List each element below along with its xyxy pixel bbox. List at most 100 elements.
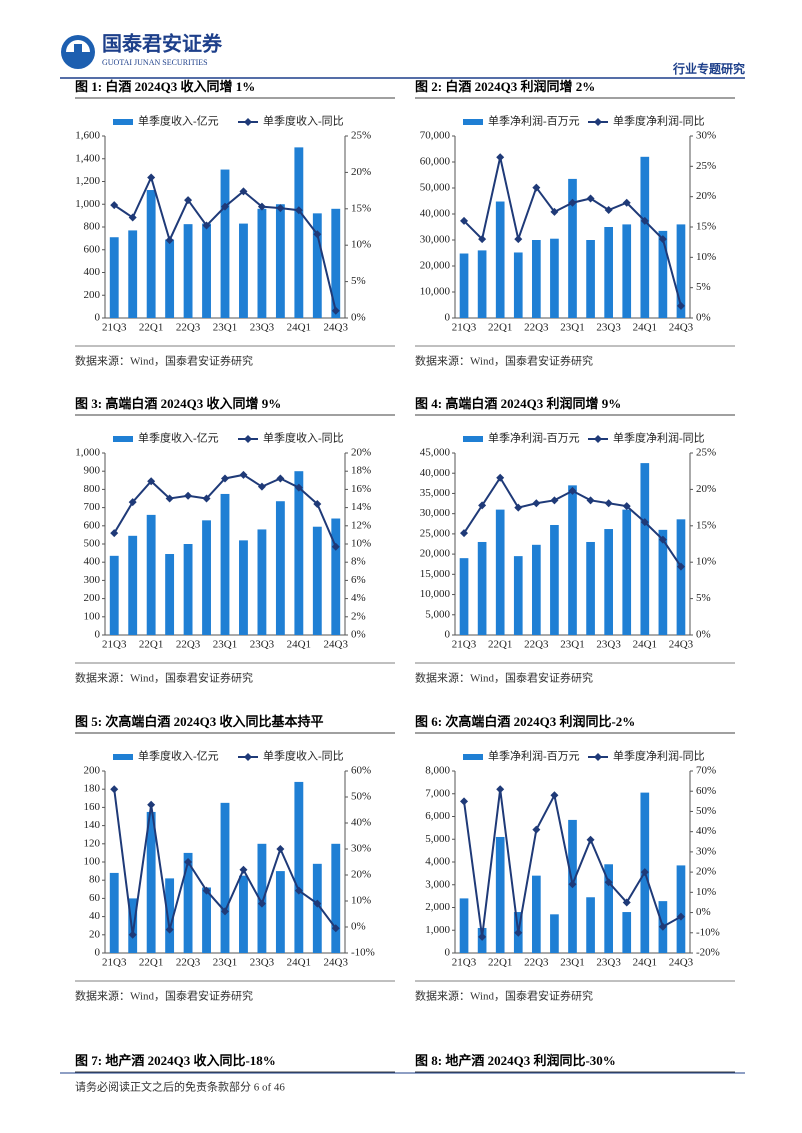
y-tick-label: 1,200 [75,175,100,187]
y-tick-label: 160 [84,801,101,813]
x-tick-label: 23Q1 [213,639,237,651]
y2-tick-label: 50% [696,805,716,817]
y-tick-label: 900 [84,465,101,477]
y-tick-label: 5,000 [425,833,450,845]
bar [532,875,541,953]
y2-tick-label: 10% [351,895,371,907]
line-marker [313,499,322,508]
line-marker [184,858,193,866]
y-tick-label: 400 [84,266,101,278]
y2-tick-label: 0% [351,312,366,324]
line-marker [514,235,523,244]
bar [257,843,267,953]
y2-tick-label: 30% [351,843,371,855]
figure-source: 数据来源：Wind，国泰君安证券研究 [75,354,253,368]
y-tick-label: 1,000 [425,924,450,936]
y2-tick-label: 10% [696,886,716,898]
x-tick-label: 22Q1 [139,639,163,651]
bar [459,253,469,318]
figure-title: 图 1: 白酒 2024Q3 收入同增 1% [75,79,255,94]
bar [239,875,248,953]
y2-tick-label: 15% [696,519,716,531]
bar [586,897,595,953]
legend-label: 单季度净利润-同比 [613,749,705,763]
y2-tick-label: 20% [351,869,371,881]
bar [220,169,230,318]
line-marker [294,483,303,492]
line-marker [184,196,193,205]
y2-tick-label: 20% [696,866,716,878]
bar [495,836,505,953]
bar [109,237,119,318]
line-marker [460,529,469,538]
figure-title: 图 3: 高端白酒 2024Q3 收入同增 9% [75,396,281,411]
bar [513,556,523,635]
bar [331,843,341,953]
y-tick-label: 15,000 [420,568,451,580]
y-tick-label: 180 [84,783,101,795]
line-marker [239,470,248,479]
y-tick-label: 30,000 [420,234,451,246]
line-marker [532,825,541,834]
y-tick-label: 600 [84,519,101,531]
x-tick-label: 23Q3 [596,322,621,334]
bar [622,912,632,953]
x-tick-label: 24Q3 [324,639,349,651]
y2-tick-label: 8% [351,556,366,568]
y-tick-label: 20,000 [420,260,451,272]
line-marker [239,187,248,196]
y2-tick-label: 50% [351,791,371,803]
bar [220,493,230,635]
legend-swatch [463,754,483,760]
line-marker [496,153,505,162]
x-tick-label: 23Q1 [213,957,237,969]
bar [477,250,487,318]
y-tick-label: 300 [84,574,101,586]
bar [202,887,211,953]
legend-label: 单季净利润-百万元 [488,431,580,445]
bar [128,535,138,635]
line-marker [276,845,285,853]
x-tick-label: 22Q3 [524,957,549,969]
line-marker [221,474,229,483]
bar [676,865,686,953]
line-marker [128,498,137,507]
y2-tick-label: 5% [696,281,711,293]
x-tick-label: 24Q1 [287,639,311,651]
y2-tick-label: 25% [696,160,716,172]
y-tick-label: 20 [89,928,101,940]
legend-marker [244,435,252,443]
legend-swatch [113,754,133,760]
y-tick-label: 120 [84,837,101,849]
line-marker [147,800,156,809]
line-marker [110,785,119,794]
bar [477,541,487,635]
line-marker [257,202,266,211]
y-tick-label: 0 [445,312,451,324]
y-tick-label: 40 [89,910,101,922]
y-tick-label: 25,000 [420,527,451,539]
bar [146,811,156,953]
bar [550,524,559,635]
y2-tick-label: 15% [351,202,371,214]
line-marker [294,206,303,215]
x-tick-label: 24Q1 [633,957,657,969]
line-marker [276,474,285,483]
x-tick-label: 21Q3 [452,957,477,969]
bar [312,213,322,318]
legend-label: 单季度净利润-同比 [613,431,705,445]
line-marker [676,562,685,571]
legend-label: 单季度净利润-同比 [613,114,705,128]
bar [604,864,613,953]
line-marker [257,899,266,908]
bar [622,224,632,318]
y-tick-label: 140 [84,819,101,831]
x-tick-label: 22Q1 [139,957,163,969]
y2-tick-label: 60% [696,785,716,797]
y-tick-label: 2,000 [425,901,450,913]
y2-tick-label: 18% [351,465,371,477]
bar [550,238,559,318]
y-tick-label: 1,600 [75,130,100,142]
bar [312,863,322,953]
